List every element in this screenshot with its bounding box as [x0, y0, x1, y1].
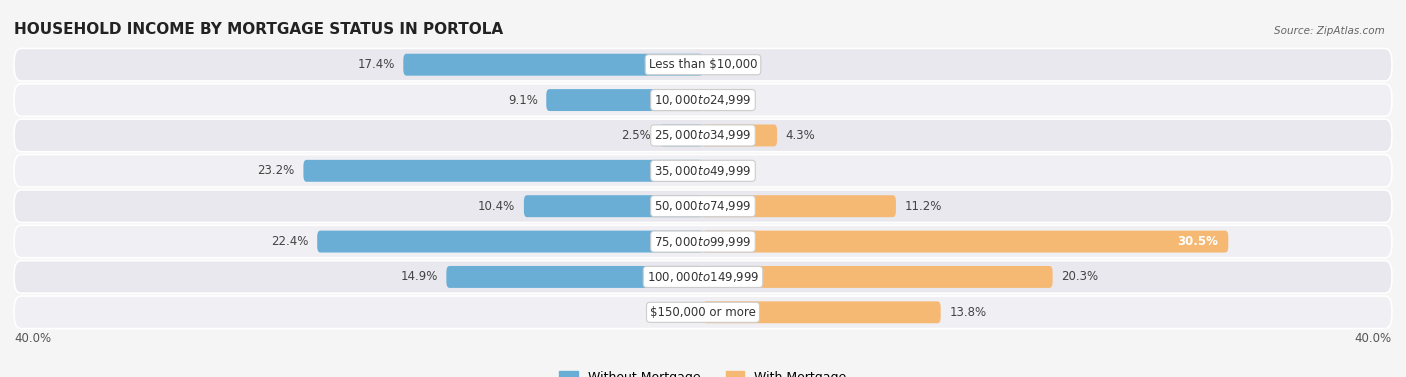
Text: 4.3%: 4.3% — [786, 129, 815, 142]
Text: 0.0%: 0.0% — [665, 306, 695, 319]
FancyBboxPatch shape — [14, 84, 1392, 116]
FancyBboxPatch shape — [14, 190, 1392, 222]
FancyBboxPatch shape — [524, 195, 703, 217]
FancyBboxPatch shape — [14, 155, 1392, 187]
Legend: Without Mortgage, With Mortgage: Without Mortgage, With Mortgage — [554, 366, 852, 377]
Text: 9.1%: 9.1% — [508, 93, 537, 107]
Text: 23.2%: 23.2% — [257, 164, 295, 177]
Text: 10.4%: 10.4% — [478, 200, 515, 213]
FancyBboxPatch shape — [703, 195, 896, 217]
Text: Source: ZipAtlas.com: Source: ZipAtlas.com — [1274, 26, 1385, 37]
Text: 0.0%: 0.0% — [711, 58, 741, 71]
FancyBboxPatch shape — [703, 124, 778, 146]
Text: $150,000 or more: $150,000 or more — [650, 306, 756, 319]
Text: 17.4%: 17.4% — [357, 58, 395, 71]
Text: 40.0%: 40.0% — [14, 332, 51, 345]
Text: 0.0%: 0.0% — [711, 164, 741, 177]
Text: 2.5%: 2.5% — [621, 129, 651, 142]
FancyBboxPatch shape — [703, 231, 1229, 253]
Text: 22.4%: 22.4% — [271, 235, 308, 248]
Text: 0.0%: 0.0% — [711, 93, 741, 107]
FancyBboxPatch shape — [14, 261, 1392, 293]
Text: 13.8%: 13.8% — [949, 306, 987, 319]
FancyBboxPatch shape — [703, 266, 1053, 288]
Text: $100,000 to $149,999: $100,000 to $149,999 — [647, 270, 759, 284]
FancyBboxPatch shape — [703, 301, 941, 323]
FancyBboxPatch shape — [14, 225, 1392, 258]
FancyBboxPatch shape — [318, 231, 703, 253]
FancyBboxPatch shape — [14, 48, 1392, 81]
FancyBboxPatch shape — [304, 160, 703, 182]
Text: Less than $10,000: Less than $10,000 — [648, 58, 758, 71]
Text: $75,000 to $99,999: $75,000 to $99,999 — [654, 234, 752, 248]
Text: HOUSEHOLD INCOME BY MORTGAGE STATUS IN PORTOLA: HOUSEHOLD INCOME BY MORTGAGE STATUS IN P… — [14, 22, 503, 37]
Text: $50,000 to $74,999: $50,000 to $74,999 — [654, 199, 752, 213]
FancyBboxPatch shape — [659, 124, 703, 146]
Text: 14.9%: 14.9% — [401, 270, 437, 284]
Text: $10,000 to $24,999: $10,000 to $24,999 — [654, 93, 752, 107]
FancyBboxPatch shape — [14, 119, 1392, 152]
FancyBboxPatch shape — [446, 266, 703, 288]
Text: 40.0%: 40.0% — [1355, 332, 1392, 345]
Text: 30.5%: 30.5% — [1177, 235, 1218, 248]
Text: 11.2%: 11.2% — [904, 200, 942, 213]
FancyBboxPatch shape — [404, 54, 703, 76]
Text: 20.3%: 20.3% — [1062, 270, 1098, 284]
FancyBboxPatch shape — [14, 296, 1392, 329]
Text: $35,000 to $49,999: $35,000 to $49,999 — [654, 164, 752, 178]
FancyBboxPatch shape — [547, 89, 703, 111]
Text: $25,000 to $34,999: $25,000 to $34,999 — [654, 129, 752, 143]
